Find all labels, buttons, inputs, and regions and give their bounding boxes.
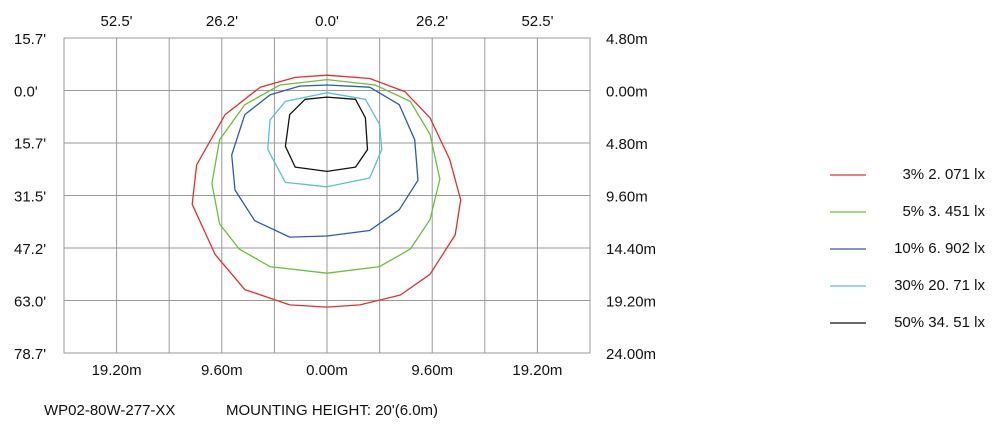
y2-tick-label: 15.7': [14, 31, 46, 48]
x2-tick-label: 52.5': [100, 13, 132, 30]
y-tick-label: 4.80m: [606, 31, 648, 48]
y-tick-label: 9.60m: [606, 188, 648, 205]
isolux-contour: [211, 78, 441, 274]
isolux-contour: [284, 96, 369, 173]
y-tick-label: 19.20m: [606, 293, 656, 310]
x2-tick-label: 26.2': [206, 13, 238, 30]
y2-tick-label: 15.7': [14, 136, 46, 153]
y2-tick-label: 63.0': [14, 294, 46, 311]
y2-tick-label: 47.2': [14, 241, 46, 258]
legend-label: 50% 34. 51 lx: [894, 314, 985, 331]
legend-label: 5% 3. 451 lx: [902, 203, 985, 220]
isolux-contour: [191, 74, 462, 308]
isolux-contour: [267, 92, 383, 188]
legend-label: 30% 20. 71 lx: [894, 277, 985, 294]
x-tick-label: 9.60m: [201, 362, 243, 379]
model-note: WP02-80W-277-XX: [44, 402, 175, 419]
y-tick-label: 0.00m: [606, 83, 648, 100]
legend-label: 10% 6. 902 lx: [894, 240, 985, 257]
x-tick-label: 19.20m: [92, 362, 142, 379]
y2-tick-label: 78.7': [14, 346, 46, 363]
y2-tick-label: 0.0': [14, 83, 38, 100]
x2-tick-label: 0.0': [315, 13, 339, 30]
x2-tick-label: 26.2': [416, 13, 448, 30]
x2-tick-label: 52.5': [521, 13, 553, 30]
y-tick-label: 4.80m: [606, 136, 648, 153]
mounting-note: MOUNTING HEIGHT: 20'(6.0m): [226, 402, 438, 419]
y-tick-label: 24.00m: [606, 346, 656, 363]
y2-tick-label: 31.5': [14, 188, 46, 205]
y-tick-label: 14.40m: [606, 241, 656, 258]
isolux-contour: [231, 84, 419, 238]
x-tick-label: 19.20m: [512, 362, 562, 379]
x-tick-label: 9.60m: [411, 362, 453, 379]
legend-label: 3% 2. 071 lx: [902, 166, 985, 183]
x-tick-label: 0.00m: [306, 362, 348, 379]
